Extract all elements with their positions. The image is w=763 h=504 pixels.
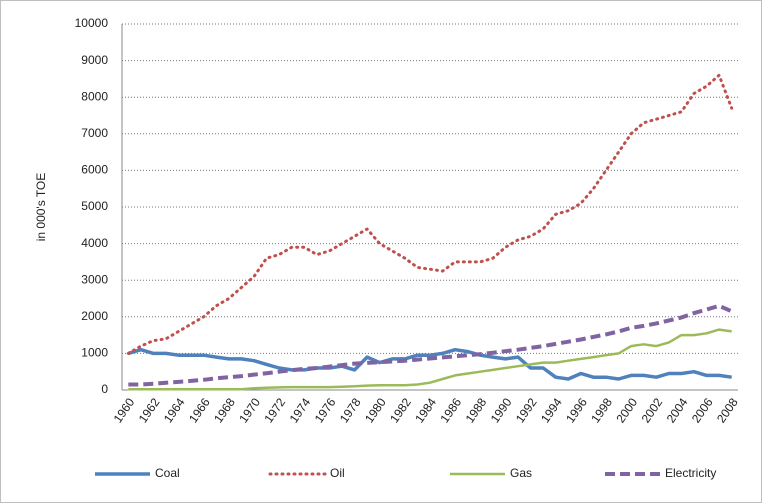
- legend-label: Gas: [510, 466, 532, 480]
- legend-label: Electricity: [665, 466, 716, 480]
- y-tick-label: 7000: [81, 126, 108, 140]
- y-tick-label: 8000: [81, 89, 108, 103]
- y-tick-label: 10000: [75, 16, 109, 30]
- y-tick-label: 6000: [81, 163, 108, 177]
- series-line: [128, 303, 733, 387]
- legend-label: Oil: [330, 466, 345, 480]
- y-tick-label: 3000: [81, 272, 108, 286]
- y-tick-label: 4000: [81, 236, 108, 250]
- series-line: [128, 328, 732, 391]
- series-line: [126, 73, 734, 355]
- y-tick-label: 9000: [81, 53, 108, 67]
- y-axis-label: in 000's TOE: [34, 173, 48, 242]
- series-line: [127, 347, 732, 381]
- y-tick-label: 0: [101, 382, 108, 396]
- legend-label: Coal: [155, 466, 180, 480]
- y-tick-label: 1000: [81, 346, 108, 360]
- y-tick-label: 5000: [81, 199, 108, 213]
- y-tick-label: 2000: [81, 309, 108, 323]
